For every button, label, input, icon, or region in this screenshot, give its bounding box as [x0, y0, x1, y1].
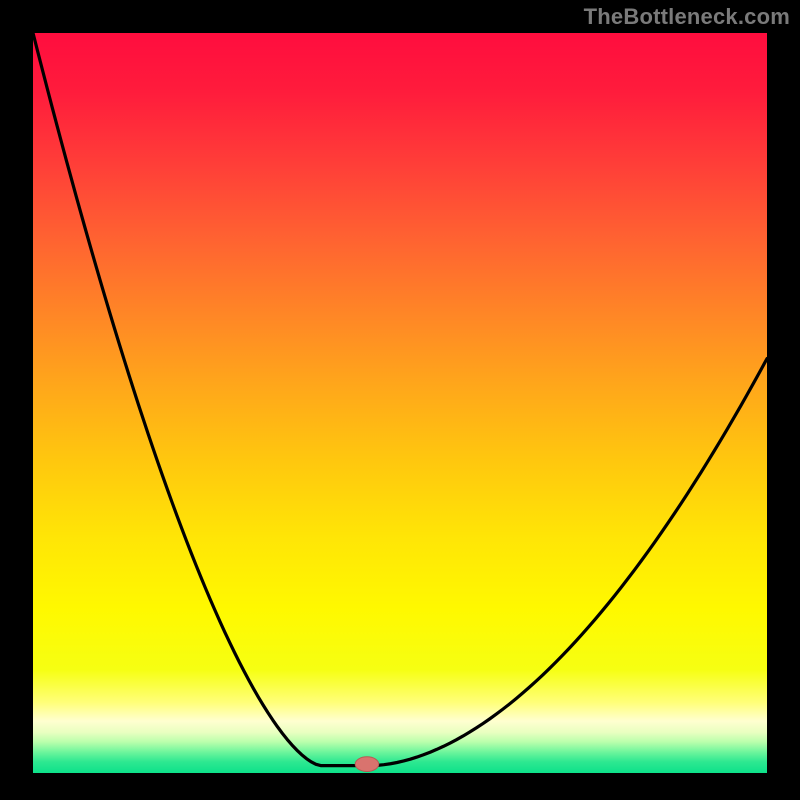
chart-svg [33, 33, 767, 773]
plot-area [33, 33, 767, 773]
chart-frame: TheBottleneck.com [0, 0, 800, 800]
watermark-text: TheBottleneck.com [584, 4, 790, 30]
bottleneck-marker [355, 757, 378, 772]
gradient-background [33, 33, 767, 773]
